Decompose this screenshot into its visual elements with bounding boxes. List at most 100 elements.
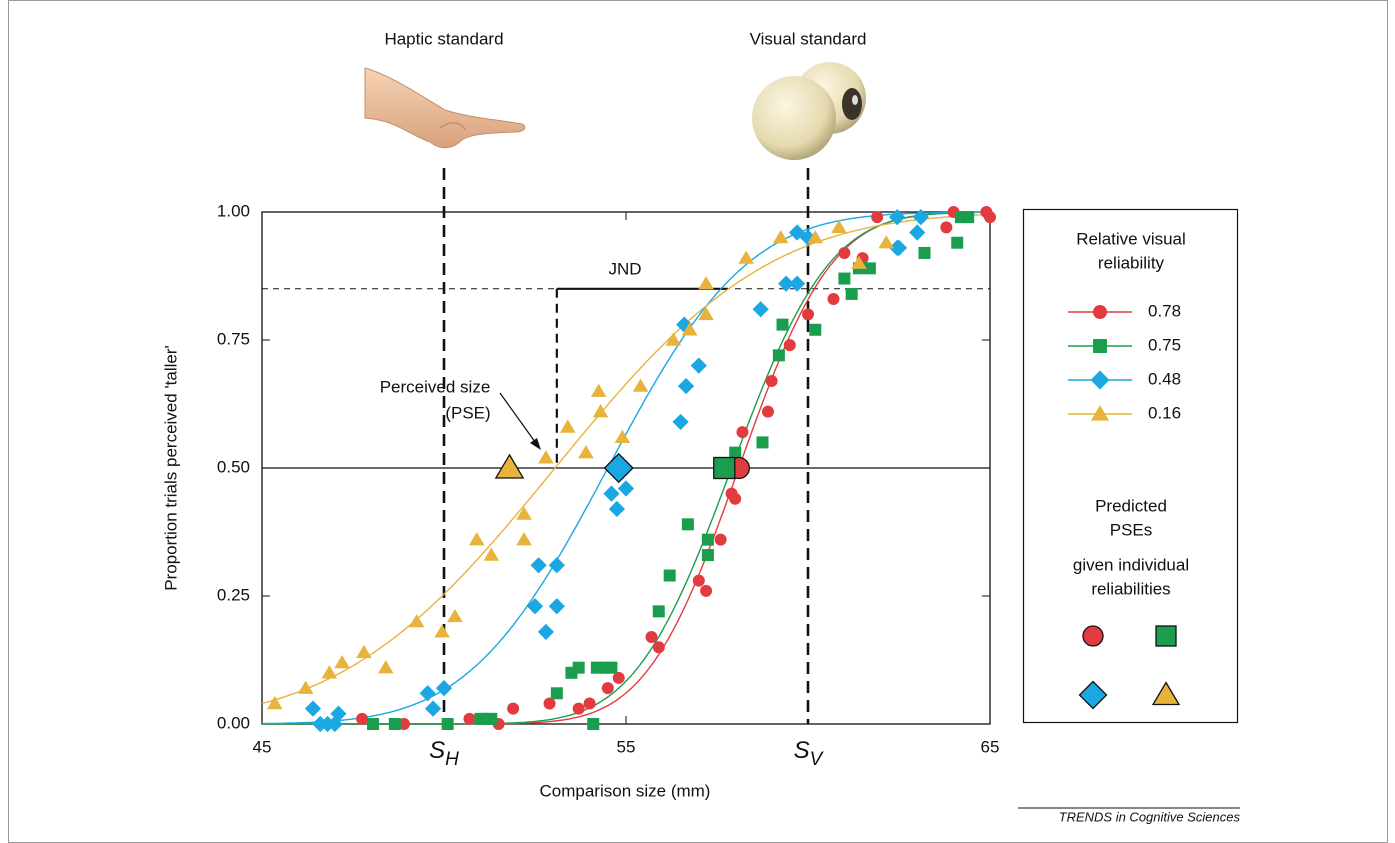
data-point [698,276,714,290]
x-tick-label: 65 [981,737,1000,756]
data-point [951,236,964,249]
data-point [435,680,453,697]
pse-arrow [499,392,539,447]
data-point [548,557,565,574]
data-point [756,436,769,449]
legend-predicted-marker [1155,625,1177,647]
predicted-title: PSEs [1110,520,1153,539]
y-tick-label: 0.75 [217,329,250,348]
data-point [738,250,754,264]
legend-title: reliability [1098,253,1165,272]
data-point [698,306,714,321]
standard-symbol-letter: S [429,737,445,764]
data-point [729,446,742,459]
pse-annotation: Perceived size [380,377,491,396]
data-point [831,219,847,234]
x-tick-label: 55 [617,737,636,756]
x-axis-title: Comparison size (mm) [540,781,711,800]
data-point [809,323,822,336]
data-point [645,630,658,643]
data-point [714,533,727,546]
data-point [608,500,625,518]
data-point [367,718,380,730]
y-tick-label: 1.00 [217,201,250,220]
data-point [483,547,500,561]
data-point [807,230,824,244]
data-point [962,211,975,224]
data-point [356,712,369,725]
data-point [690,357,707,374]
data-point [672,413,689,431]
predicted-pse [494,453,525,479]
data-point [617,480,635,497]
pse-annotation: (PSE) [445,403,490,422]
legend-box [1022,208,1239,724]
data-point [761,405,774,418]
data-point [434,624,450,638]
data-point [530,557,547,574]
data-point [652,641,665,654]
data-point [851,255,867,269]
data-point [984,211,996,224]
data-point [583,697,596,710]
data-point [388,718,401,730]
data-point [652,605,665,618]
legend-title: Relative visual [1076,229,1186,248]
y-tick-label: 0.25 [217,585,250,604]
data-point [419,685,436,702]
data-point [592,404,609,418]
predicted-title: given individual [1073,555,1189,574]
pse-arrow-head [530,438,541,450]
data-point [326,715,343,733]
legend-label: 0.75 [1148,335,1181,354]
data-point [729,492,742,505]
jnd-label: JND [608,259,641,278]
data-point [827,293,840,306]
legend-marker [1093,339,1107,353]
data-point [550,687,563,700]
predicted-title: reliabilities [1091,579,1170,598]
predicted-pse [603,452,634,484]
data-point [700,584,713,597]
data-point [605,661,618,674]
data-point [614,429,631,443]
data-point [397,718,410,730]
legend-predicted-marker [1151,681,1181,706]
data-point [677,377,695,395]
data-point [752,301,769,318]
standard-label: Haptic standard [384,29,503,48]
data-point [863,262,876,275]
data-point [940,221,953,234]
legend-marker [1093,305,1107,319]
x-tick-label: 45 [253,737,272,756]
data-point [572,702,585,715]
data-point [692,574,705,587]
data-point [701,549,714,562]
data-point [681,322,698,336]
predicted-pse [713,456,736,480]
data-point [377,660,394,674]
y-tick-label: 0.50 [217,457,250,476]
standard-symbol: SV [794,737,825,770]
data-point [663,569,676,582]
legend-marker [1090,405,1110,421]
legend-predicted-marker [1078,680,1108,710]
data-point [321,665,338,679]
data-point [266,696,283,710]
data-point [356,644,372,659]
data-point [408,614,425,628]
data-point [516,532,532,546]
eyes-icon [752,62,866,160]
data-point [838,272,851,285]
data-point [463,712,476,725]
data-point [601,682,614,695]
data-point [912,209,929,226]
data-point [590,383,607,397]
data-point [441,718,454,730]
data-point [485,712,498,725]
data-point [772,230,789,244]
data-point [507,702,520,715]
data-point [871,211,884,224]
data-point [516,506,532,520]
data-point [676,316,693,333]
